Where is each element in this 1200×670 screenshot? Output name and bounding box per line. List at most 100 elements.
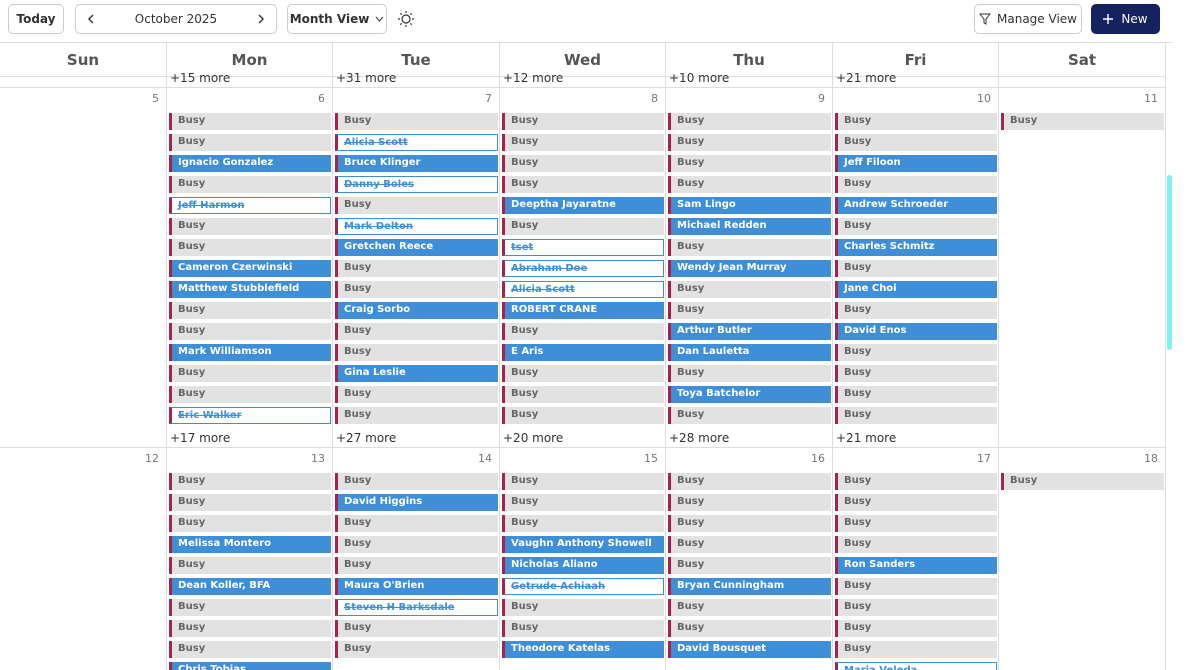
event[interactable]: Busy — [169, 620, 331, 637]
event[interactable]: Busy — [169, 113, 331, 130]
event[interactable]: ROBERT CRANE — [502, 302, 664, 319]
manage-view-button[interactable]: Manage View — [974, 4, 1082, 34]
event[interactable]: Busy — [335, 281, 498, 298]
event[interactable]: Ignacio Gonzalez — [169, 155, 331, 172]
event[interactable]: Busy — [502, 620, 664, 637]
event[interactable]: Alicia Scott — [335, 134, 498, 151]
event[interactable]: Busy — [835, 302, 997, 319]
event[interactable]: Busy — [169, 239, 331, 256]
event[interactable]: Busy — [835, 218, 997, 235]
event[interactable]: Busy — [668, 515, 831, 532]
more-link[interactable]: +21 more — [836, 71, 897, 85]
event[interactable]: Busy — [169, 557, 331, 574]
event[interactable]: Busy — [502, 155, 664, 172]
event[interactable]: Busy — [668, 599, 831, 616]
event[interactable]: Busy — [668, 302, 831, 319]
event[interactable]: Busy — [668, 473, 831, 490]
view-select[interactable]: Month View — [287, 4, 387, 34]
event[interactable]: Busy — [335, 515, 498, 532]
event[interactable]: Busy — [169, 386, 331, 403]
event[interactable]: Nicholas Aliano — [502, 557, 664, 574]
event[interactable]: Busy — [169, 515, 331, 532]
event[interactable]: Charles Schmitz — [835, 239, 997, 256]
event[interactable]: Busy — [668, 620, 831, 637]
event[interactable]: Busy — [502, 218, 664, 235]
event[interactable]: Alicia Scott — [502, 281, 664, 298]
event[interactable]: Busy — [1001, 473, 1164, 490]
event[interactable]: Cameron Czerwinski — [169, 260, 331, 277]
event[interactable]: Busy — [335, 473, 498, 490]
event[interactable]: Busy — [502, 386, 664, 403]
event[interactable]: Busy — [835, 407, 997, 424]
event[interactable]: David Enos — [835, 323, 997, 340]
event[interactable]: Busy — [835, 536, 997, 553]
event[interactable]: Jeff Harmon — [169, 197, 331, 214]
event[interactable]: Busy — [169, 641, 331, 658]
more-link[interactable]: +20 more — [503, 431, 564, 445]
event[interactable]: Busy — [668, 536, 831, 553]
event[interactable]: Busy — [502, 599, 664, 616]
event[interactable]: Busy — [502, 473, 664, 490]
event[interactable]: Wendy Jean Murray — [668, 260, 831, 277]
event[interactable]: Busy — [668, 155, 831, 172]
event[interactable]: Busy — [169, 323, 331, 340]
event[interactable]: Theodore Katelas — [502, 641, 664, 658]
event[interactable]: Busy — [335, 641, 498, 658]
more-link[interactable]: +15 more — [170, 71, 231, 85]
event[interactable]: Busy — [835, 494, 997, 511]
event[interactable]: Jane Choi — [835, 281, 997, 298]
event[interactable]: Busy — [335, 344, 498, 361]
event[interactable]: Busy — [335, 260, 498, 277]
event[interactable]: Busy — [668, 557, 831, 574]
event[interactable]: Busy — [169, 599, 331, 616]
event[interactable]: Busy — [835, 365, 997, 382]
event[interactable]: Busy — [668, 494, 831, 511]
event[interactable]: Busy — [668, 365, 831, 382]
event[interactable]: Busy — [502, 494, 664, 511]
event[interactable]: Matthew Stubblefield — [169, 281, 331, 298]
event[interactable]: Busy — [169, 494, 331, 511]
event[interactable]: Busy — [169, 365, 331, 382]
event[interactable]: David Bousquet — [668, 641, 831, 658]
event[interactable]: Bryan Cunningham — [668, 578, 831, 595]
event[interactable]: Busy — [668, 281, 831, 298]
event[interactable]: Busy — [169, 134, 331, 151]
event[interactable]: Andrew Schroeder — [835, 197, 997, 214]
event[interactable]: Busy — [502, 113, 664, 130]
event[interactable]: Ron Sanders — [835, 557, 997, 574]
event[interactable]: Dan Lauletta — [668, 344, 831, 361]
event[interactable]: Busy — [668, 176, 831, 193]
event[interactable]: Busy — [502, 176, 664, 193]
event[interactable]: Busy — [668, 239, 831, 256]
event[interactable]: Busy — [502, 365, 664, 382]
event[interactable]: Busy — [835, 344, 997, 361]
event[interactable]: Busy — [835, 134, 997, 151]
event[interactable]: Melissa Montero — [169, 536, 331, 553]
event[interactable]: Toya Batchelor — [668, 386, 831, 403]
event[interactable]: Vaughn Anthony Showell — [502, 536, 664, 553]
event[interactable]: Chris Tobias — [169, 662, 331, 670]
event[interactable]: Busy — [835, 599, 997, 616]
event[interactable]: Busy — [335, 113, 498, 130]
event[interactable]: Busy — [335, 536, 498, 553]
event[interactable]: Busy — [835, 260, 997, 277]
event[interactable]: Busy — [668, 407, 831, 424]
event[interactable]: Getrude Achiaah — [502, 578, 664, 595]
event[interactable]: Busy — [502, 407, 664, 424]
new-button[interactable]: New — [1091, 4, 1160, 34]
event[interactable]: David Higgins — [335, 494, 498, 511]
event[interactable]: Busy — [835, 578, 997, 595]
more-link[interactable]: +10 more — [669, 71, 730, 85]
prev-arrow[interactable] — [86, 14, 96, 24]
event[interactable]: Mark Williamson — [169, 344, 331, 361]
more-link[interactable]: +21 more — [836, 431, 897, 445]
event[interactable]: Busy — [169, 302, 331, 319]
event[interactable]: Busy — [835, 473, 997, 490]
event[interactable]: Eric Walker — [169, 407, 331, 424]
event[interactable]: Busy — [169, 473, 331, 490]
more-link[interactable]: +31 more — [336, 71, 397, 85]
event[interactable]: Busy — [835, 620, 997, 637]
event[interactable]: Busy — [335, 620, 498, 637]
event[interactable]: Bruce Klinger — [335, 155, 498, 172]
event[interactable]: Busy — [668, 113, 831, 130]
